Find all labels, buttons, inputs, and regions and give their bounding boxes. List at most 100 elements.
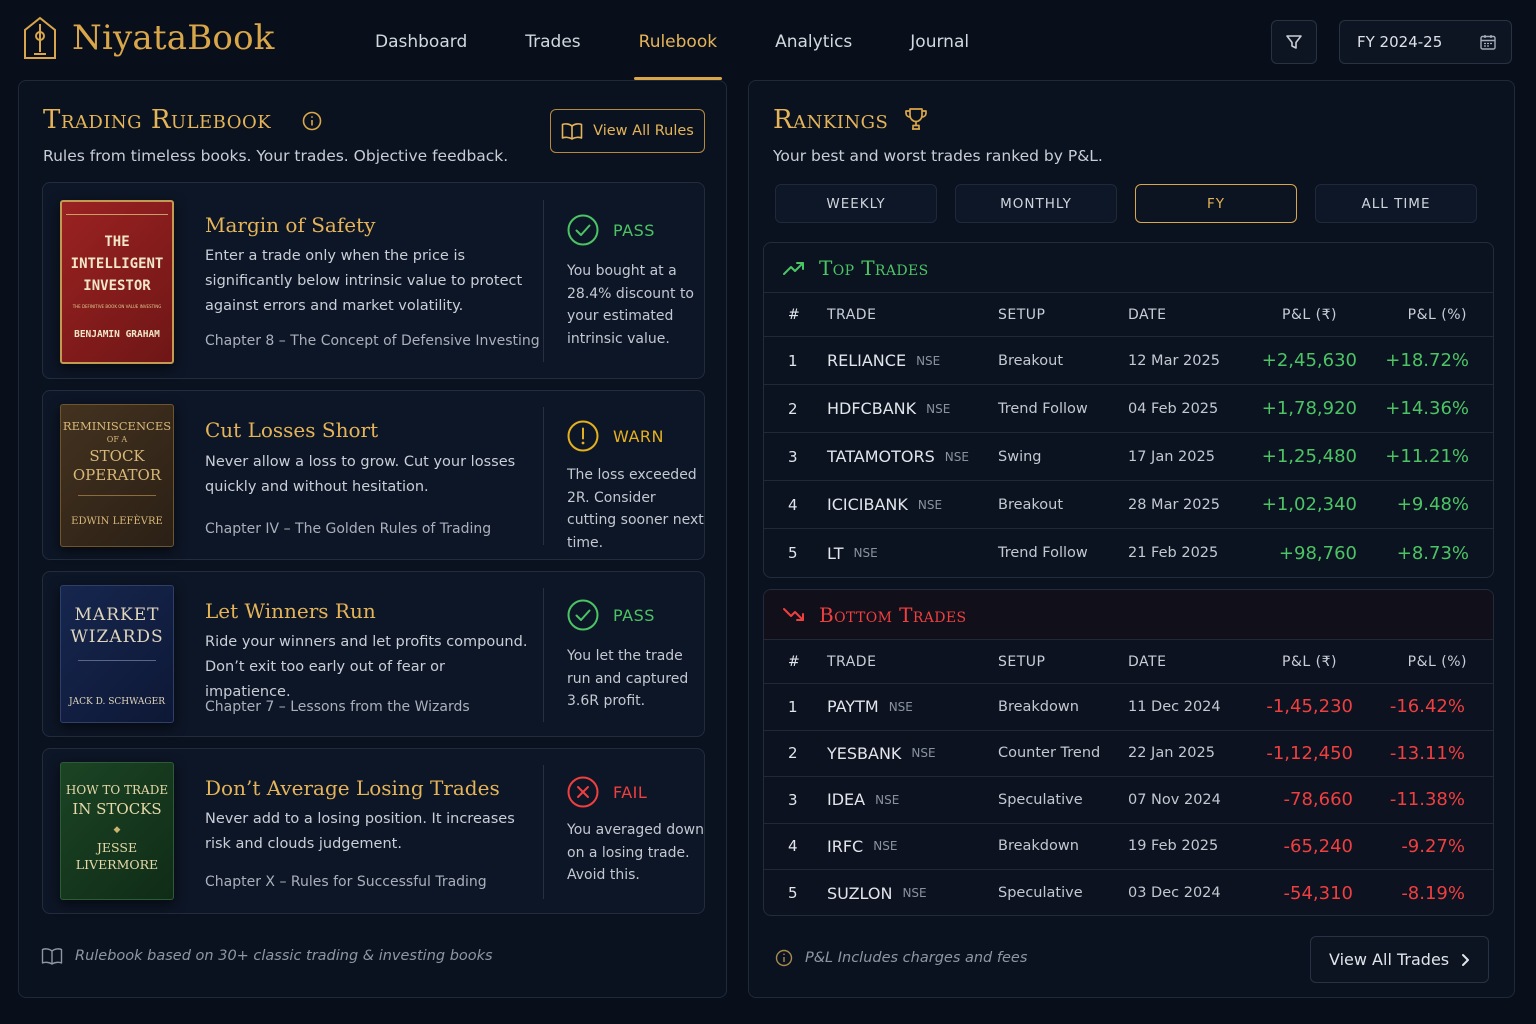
rulebook-title: Trading Rulebook bbox=[43, 105, 272, 135]
filter-button[interactable] bbox=[1271, 20, 1317, 64]
rule-card-cut-losses-short[interactable]: REMINISCENCES OF A STOCK OPERATOR EDWIN … bbox=[42, 390, 705, 560]
nav-dashboard[interactable]: Dashboard bbox=[375, 32, 468, 52]
rule-description: Ride your winners and let profits compou… bbox=[205, 634, 528, 700]
check-circle-icon bbox=[567, 214, 599, 246]
row-rank: 5 bbox=[788, 884, 798, 903]
row-rank: 1 bbox=[788, 351, 798, 370]
col-date: DATE bbox=[1128, 306, 1167, 323]
warning-circle-icon bbox=[567, 420, 599, 452]
rule-title: Let Winners Run bbox=[205, 599, 376, 623]
nav-analytics[interactable]: Analytics bbox=[775, 32, 853, 52]
row-date: 12 Mar 2025 bbox=[1128, 352, 1220, 369]
col-date: DATE bbox=[1128, 653, 1167, 670]
verdict-note: The loss exceeded 2R. Consider cutting s… bbox=[567, 467, 704, 551]
verdict-note: You averaged down on a losing trade. Avo… bbox=[567, 822, 705, 883]
info-icon[interactable] bbox=[302, 111, 322, 131]
row-symbol: PAYTM bbox=[827, 697, 879, 717]
rule-description: Enter a trade only when the price is sig… bbox=[205, 248, 523, 314]
table-row[interactable]: 4 ICICIBANK NSE Breakout 28 Mar 2025 +1,0… bbox=[764, 481, 1493, 529]
tab-monthly[interactable]: MONTHLY bbox=[955, 184, 1117, 223]
row-pct: +8.73% bbox=[1396, 542, 1469, 564]
table-row[interactable]: 3 TATAMOTORS NSE Swing 17 Jan 2025 +1,25,… bbox=[764, 433, 1493, 481]
pnl-note-text: P&L Includes charges and fees bbox=[805, 950, 1028, 966]
col-rank: # bbox=[788, 653, 801, 670]
verdict-label: FAIL bbox=[613, 782, 648, 802]
view-all-rules-button[interactable]: View All Rules bbox=[550, 109, 705, 153]
table-row[interactable]: 2 YESBANK NSE Counter Trend 22 Jan 2025 -… bbox=[764, 731, 1493, 777]
book-title-line: MARKET bbox=[74, 605, 160, 625]
row-exchange: NSE bbox=[875, 792, 900, 807]
view-all-trades-button[interactable]: View All Trades bbox=[1310, 936, 1489, 983]
table-row[interactable]: 5 LT NSE Trend Follow 21 Feb 2025 +98,760… bbox=[764, 529, 1493, 577]
row-exchange: NSE bbox=[926, 401, 951, 416]
book-cover-intelligent-investor: THE INTELLIGENT INVESTOR THE DEFINITIVE … bbox=[60, 200, 174, 364]
book-author: JESSE LIVERMORE bbox=[76, 839, 158, 873]
rulebook-footer: Rulebook based on 30+ classic trading & … bbox=[41, 947, 493, 965]
row-symbol: IDEA bbox=[827, 790, 866, 810]
row-pct: +18.72% bbox=[1385, 350, 1469, 371]
card-divider bbox=[543, 200, 544, 362]
col-trade: TRADE bbox=[827, 306, 877, 323]
book-title: THE INTELLIGENT INVESTOR bbox=[71, 231, 164, 297]
row-date: 04 Feb 2025 bbox=[1128, 400, 1219, 417]
app-logo[interactable]: NiyataBook bbox=[22, 16, 275, 60]
row-rank: 2 bbox=[788, 744, 798, 763]
col-setup: SETUP bbox=[998, 306, 1046, 323]
book-author: EDWIN LEFÈVRE bbox=[71, 516, 163, 527]
ornament-icon: ◆ bbox=[113, 825, 121, 835]
row-exchange: NSE bbox=[917, 497, 943, 512]
bottom-trades-title: Bottom Trades bbox=[819, 602, 967, 627]
info-icon bbox=[775, 949, 793, 967]
verdict-warn: WARN bbox=[567, 420, 664, 452]
fiscal-year-value: FY 2024-25 bbox=[1357, 33, 1443, 51]
row-exchange: NSE bbox=[853, 546, 878, 560]
row-pnl: -1,45,230 bbox=[1266, 696, 1353, 718]
book-title-line: STOCK bbox=[89, 447, 145, 465]
verdict-pass: PASS bbox=[567, 599, 655, 631]
book-title-line: INVESTOR bbox=[83, 278, 151, 294]
row-date: 17 Jan 2025 bbox=[1128, 448, 1215, 465]
book-title-line: IN STOCKS bbox=[72, 800, 162, 818]
chevron-right-icon bbox=[1462, 953, 1469, 966]
table-row[interactable]: 1 RELIANCE NSE Breakout 12 Mar 2025 +2,45… bbox=[764, 337, 1493, 385]
cover-rule bbox=[77, 495, 157, 496]
book-cover-market-wizards: MARKET WIZARDS JACK D. SCHWAGER bbox=[60, 585, 174, 723]
fiscal-year-select[interactable]: FY 2024-25 bbox=[1339, 20, 1512, 64]
nav-journal[interactable]: Journal bbox=[910, 32, 970, 52]
calendar-icon bbox=[1480, 35, 1496, 50]
table-row[interactable]: 3 IDEA NSE Speculative 07 Nov 2024 -78,66… bbox=[764, 777, 1493, 824]
col-pnl: P&L (₹) bbox=[1282, 306, 1337, 323]
tab-all-time[interactable]: ALL TIME bbox=[1315, 184, 1477, 223]
row-pct: -11.38% bbox=[1389, 789, 1465, 811]
verdict-label: PASS bbox=[613, 220, 655, 240]
book-author-line: JESSE bbox=[96, 840, 138, 855]
row-symbol: HDFCBANK bbox=[827, 399, 917, 418]
col-rank: # bbox=[788, 306, 801, 323]
row-setup: Trend Follow bbox=[998, 400, 1088, 417]
rankings-title: Rankings bbox=[773, 105, 889, 135]
table-row[interactable]: 5 SUZLON NSE Speculative 03 Dec 2024 -54,… bbox=[764, 870, 1493, 915]
nav-rulebook[interactable]: Rulebook bbox=[610, 0, 746, 80]
row-rank: 3 bbox=[788, 447, 798, 466]
row-symbol: ICICIBANK bbox=[827, 495, 908, 514]
col-setup: SETUP bbox=[998, 653, 1046, 670]
rule-card-margin-of-safety[interactable]: THE INTELLIGENT INVESTOR THE DEFINITIVE … bbox=[42, 182, 705, 379]
rule-card-dont-average-losing[interactable]: HOW TO TRADE IN STOCKS ◆ JESSE LIVERMORE… bbox=[42, 748, 705, 914]
table-row[interactable]: 2 HDFCBANK NSE Trend Follow 04 Feb 2025 +… bbox=[764, 385, 1493, 433]
tab-weekly[interactable]: WEEKLY bbox=[775, 184, 937, 223]
table-row[interactable]: 4 IRFC NSE Breakdown 19 Feb 2025 -65,240 … bbox=[764, 824, 1493, 870]
book-title-line: REMINISCENCES bbox=[62, 419, 172, 433]
nav-trades[interactable]: Trades bbox=[525, 32, 581, 52]
rulebook-panel: Trading Rulebook Rules from timeless boo… bbox=[18, 80, 727, 998]
tab-fy[interactable]: FY bbox=[1135, 184, 1297, 223]
top-header: NiyataBook Dashboard Trades Rulebook Ana… bbox=[0, 0, 1536, 82]
verdict-label: WARN bbox=[613, 426, 664, 446]
rule-card-let-winners-run[interactable]: MARKET WIZARDS JACK D. SCHWAGER Let Winn… bbox=[42, 571, 705, 737]
row-exchange: NSE bbox=[873, 839, 898, 854]
row-setup: Breakdown bbox=[998, 838, 1079, 855]
table-row[interactable]: 1 PAYTM NSE Breakdown 11 Dec 2024 -1,45,2… bbox=[764, 684, 1493, 731]
row-symbol: IRFC bbox=[827, 836, 864, 856]
row-trade: LT NSE bbox=[827, 529, 878, 577]
col-pct: P&L (%) bbox=[1407, 306, 1467, 323]
trending-up-icon bbox=[783, 261, 804, 275]
